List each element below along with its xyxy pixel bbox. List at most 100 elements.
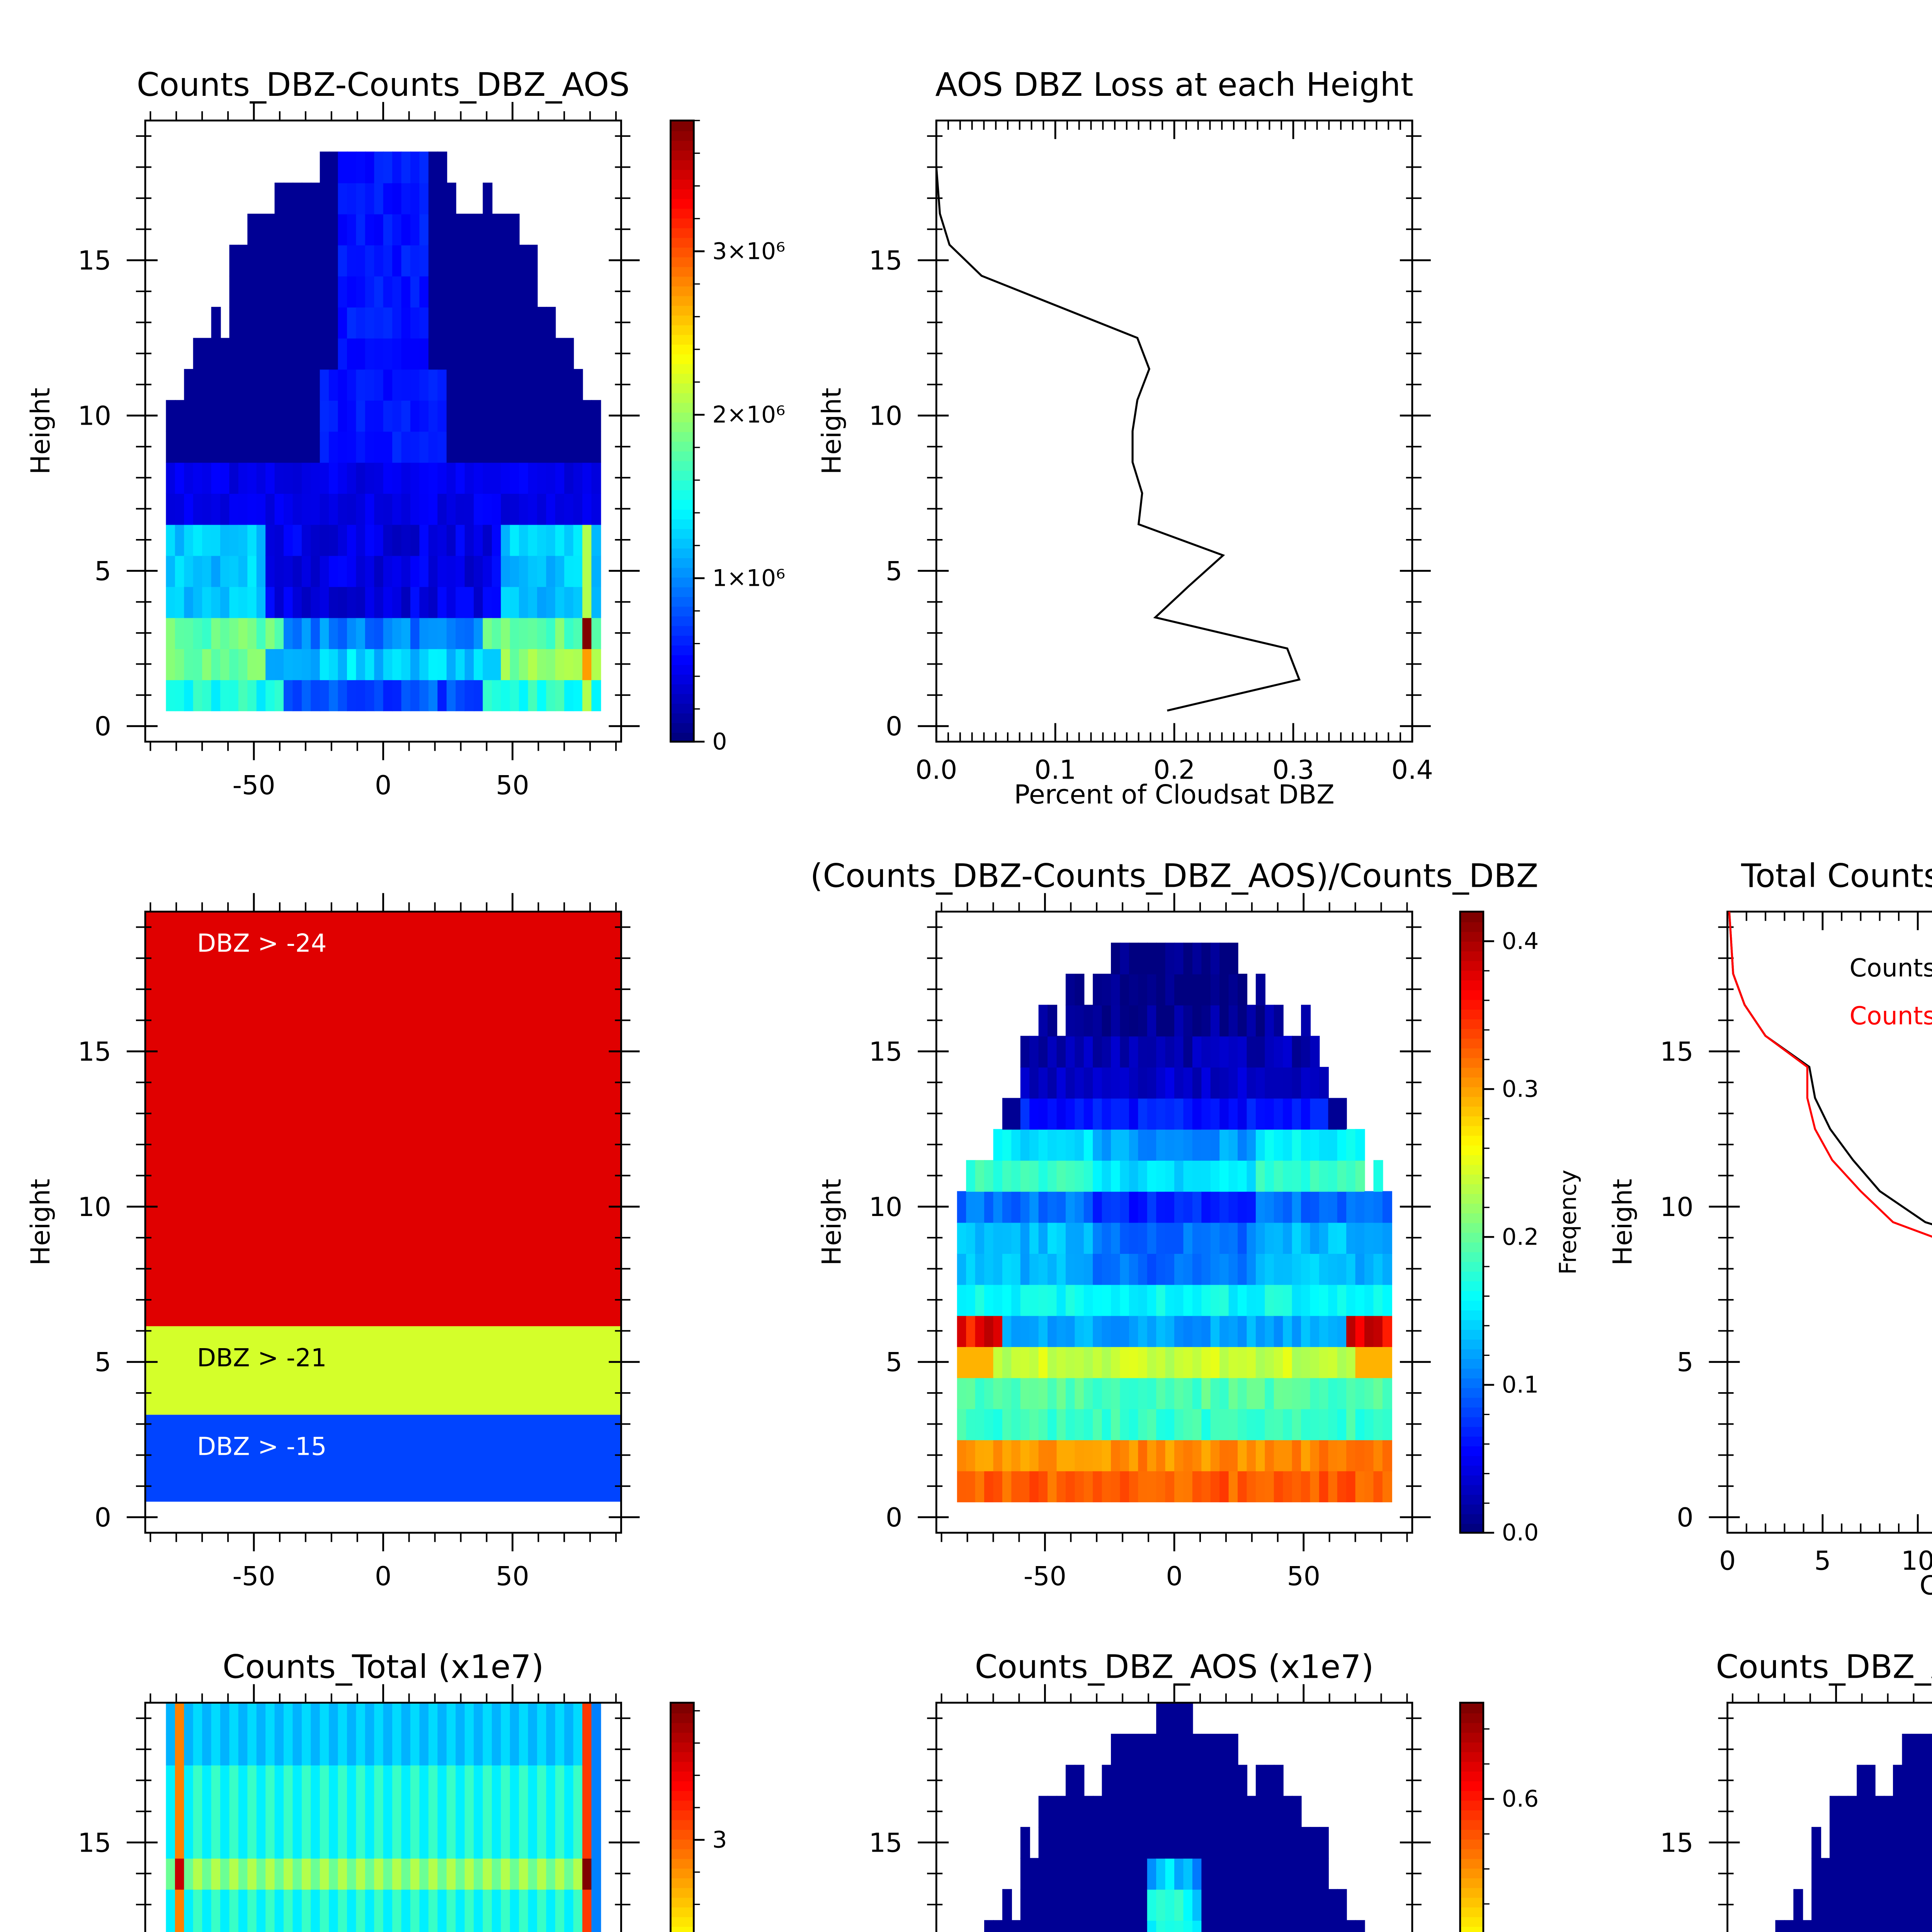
heatmap-cell	[966, 1284, 976, 1316]
heatmap-cell	[1102, 1470, 1112, 1502]
heatmap-cell	[966, 1346, 976, 1378]
colorbar-segment	[1460, 1348, 1483, 1359]
heatmap-cell	[555, 1702, 565, 1735]
heatmap-cell	[573, 369, 583, 401]
heatmap-cell	[1048, 1470, 1058, 1502]
heatmap-cell	[1247, 1377, 1257, 1409]
heatmap-cell	[1048, 1920, 1058, 1932]
y-axis-label: Height	[26, 1179, 56, 1266]
heatmap-cell	[283, 493, 294, 525]
heatmap-cell	[1337, 1253, 1347, 1285]
heatmap-cell	[1283, 1129, 1293, 1161]
heatmap-cell	[301, 1889, 311, 1921]
heatmap-cell	[383, 245, 393, 277]
heatmap-cell	[528, 493, 538, 525]
heatmap-cell	[510, 369, 520, 401]
heatmap-cell	[265, 1796, 276, 1828]
heatmap-cell	[175, 1827, 185, 1859]
heatmap-cell	[1093, 973, 1103, 1005]
heatmap-cell	[229, 431, 239, 463]
heatmap-cell	[1183, 1098, 1193, 1130]
heatmap-cell	[1147, 1439, 1157, 1471]
heatmap-cell	[1111, 1920, 1121, 1932]
heatmap-cell	[1192, 1129, 1202, 1161]
heatmap-cell	[510, 276, 520, 308]
heatmap-cell	[265, 462, 276, 494]
heatmap-cell	[1319, 1098, 1329, 1130]
heatmap-cell	[1238, 1765, 1248, 1797]
heatmap-cell	[293, 431, 303, 463]
heatmap-cell	[283, 586, 294, 618]
heatmap-cell	[220, 679, 230, 711]
heatmap-cell	[582, 1765, 592, 1797]
heatmap-cell	[392, 151, 402, 184]
heatmap-cell	[473, 462, 483, 494]
heatmap-cell	[410, 1858, 420, 1890]
colorbar-frame	[670, 1702, 695, 1932]
heatmap-cell	[283, 462, 294, 494]
heatmap-cell	[301, 1765, 311, 1797]
heatmap-cell	[1075, 973, 1085, 1005]
heatmap-cell	[1120, 1098, 1130, 1130]
heatmap-cell	[483, 679, 493, 711]
heatmap-cell	[238, 369, 248, 401]
heatmap-cell	[1056, 1858, 1066, 1890]
heatmap-cell	[1011, 1920, 1021, 1932]
heatmap-cell	[1301, 1470, 1311, 1502]
heatmap-cell	[1120, 1005, 1130, 1037]
heatmap-cell	[975, 1284, 985, 1316]
heatmap-cell	[1265, 1191, 1275, 1223]
heatmap-cell	[329, 369, 339, 401]
colorbar-tick-label: 0.6	[1502, 1786, 1539, 1813]
colorbar-segment	[1460, 1397, 1483, 1408]
heatmap-cell	[211, 1920, 221, 1932]
heatmap-cell	[193, 586, 203, 618]
heatmap-cell	[437, 431, 447, 463]
heatmap-cell	[1346, 1920, 1356, 1932]
heatmap-cell	[293, 524, 303, 556]
colorbar-segment	[1460, 1299, 1483, 1311]
heatmap-cell	[274, 617, 284, 649]
heatmap-cell	[428, 1765, 438, 1797]
heatmap-cell	[1219, 1889, 1230, 1921]
heatmap-cell	[546, 524, 556, 556]
heatmap-cell	[1192, 1098, 1202, 1130]
heatmap-cell	[175, 493, 185, 525]
heatmap-cell	[1048, 1036, 1058, 1068]
heatmap-cell	[1228, 1005, 1238, 1037]
heatmap-cell	[1138, 1098, 1148, 1130]
heatmap-cell	[1120, 1377, 1130, 1409]
heatmap-cell	[1048, 1827, 1058, 1859]
heatmap-cell	[320, 462, 330, 494]
heatmap-cell	[1174, 1098, 1184, 1130]
heatmap-cell	[1373, 1346, 1383, 1378]
heatmap-cell	[1156, 1765, 1166, 1797]
heatmap-cell	[293, 214, 303, 245]
heatmap-cell	[410, 369, 420, 401]
heatmap-cell	[356, 1858, 366, 1890]
heatmap-cell	[510, 1858, 520, 1890]
heatmap-cell	[1902, 1920, 1912, 1932]
heatmap-cell	[383, 1889, 393, 1921]
heatmap-cell	[1102, 1889, 1112, 1921]
colorbar-segment	[670, 460, 694, 471]
heatmap-cell	[1283, 1067, 1293, 1099]
heatmap-cell	[510, 431, 520, 463]
heatmap-cell	[274, 307, 284, 339]
heatmap-cell	[356, 462, 366, 494]
heatmap-cell	[1820, 1889, 1830, 1921]
heatmap-cell	[1056, 1284, 1066, 1316]
heatmap-cell	[1283, 1858, 1293, 1890]
heatmap-cell	[410, 1765, 420, 1797]
colorbar-segment	[670, 518, 694, 529]
heatmap-cell	[1319, 1827, 1329, 1859]
heatmap-cell	[428, 214, 438, 245]
colorbar-segment	[670, 276, 694, 287]
colorbar-segment	[670, 440, 694, 452]
heatmap-cell	[1328, 1889, 1338, 1921]
heatmap-cell	[519, 1858, 529, 1890]
heatmap-cell	[1283, 1191, 1293, 1223]
heatmap-cell	[501, 307, 511, 339]
heatmap-cell	[211, 338, 221, 370]
